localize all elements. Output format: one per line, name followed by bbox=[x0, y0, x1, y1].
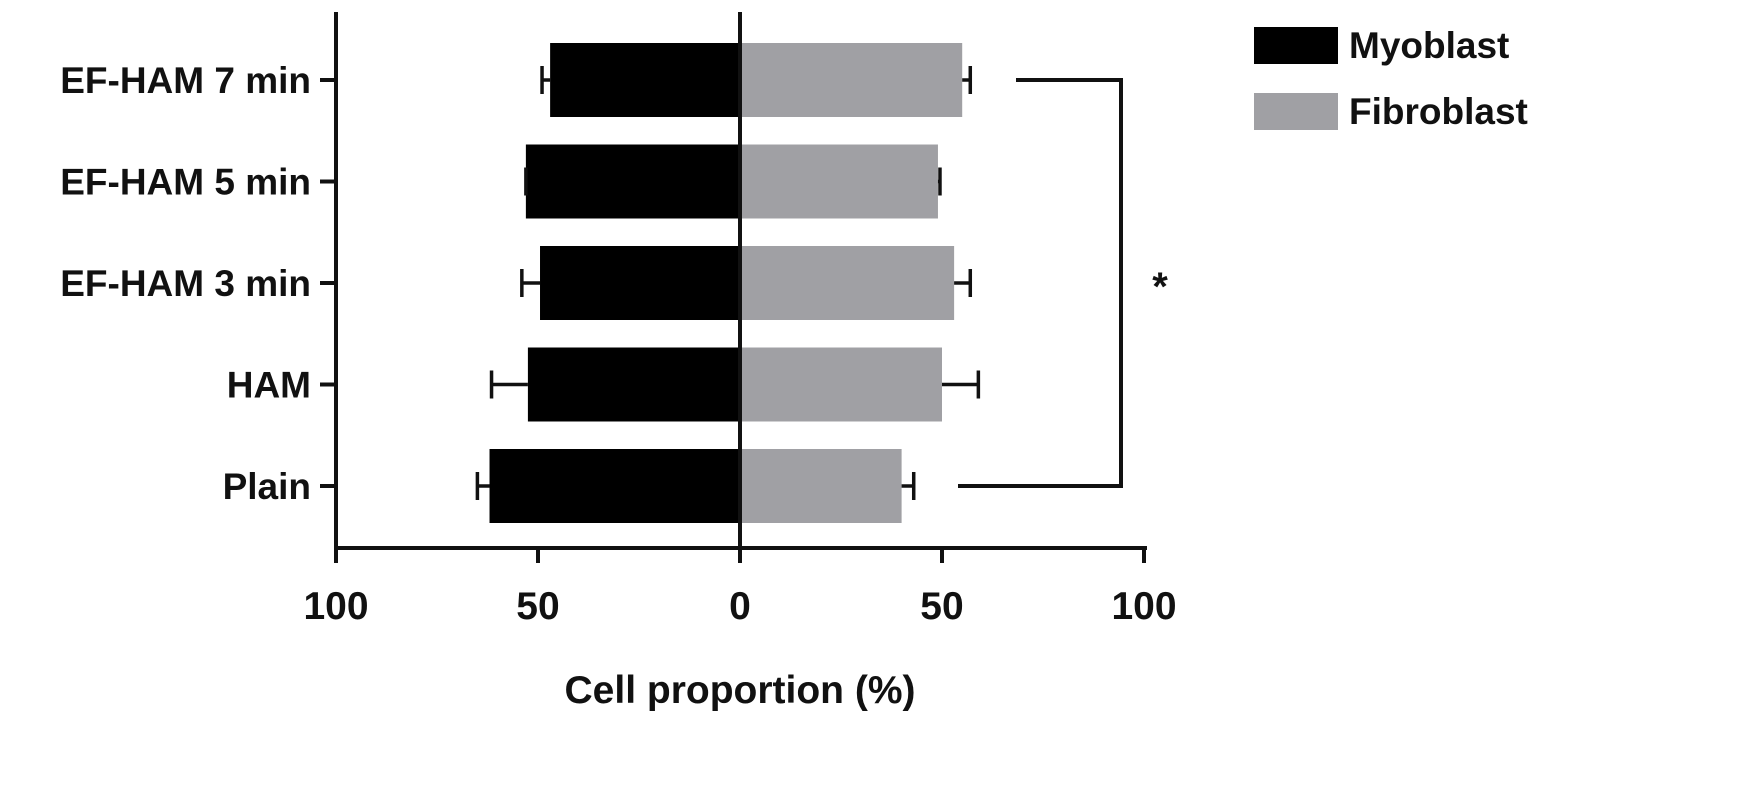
significance-star: * bbox=[1152, 265, 1168, 309]
y-tick-label-plain: Plain bbox=[223, 466, 311, 507]
ticks-layer: EF-HAM 7 min EF-HAM 5 min EF-HAM 3 min HAM P… bbox=[60, 60, 1176, 628]
bar-myoblast-ef-ham-3-min bbox=[540, 246, 740, 320]
bar-myoblast-plain bbox=[489, 449, 740, 523]
bar-myoblast-ef-ham-7-min bbox=[550, 43, 740, 117]
error-bars-layer bbox=[475, 66, 981, 500]
legend-label-fibroblast: Fibroblast bbox=[1349, 91, 1528, 132]
x-tick-label: 100 bbox=[1111, 585, 1176, 628]
axes-layer bbox=[334, 12, 1147, 550]
bar-myoblast-ef-ham-5-min bbox=[525, 144, 740, 219]
x-axis-label: Cell proportion (%) bbox=[565, 669, 916, 712]
significance-bracket: * bbox=[958, 78, 1168, 488]
x-tick-label: 0 bbox=[729, 585, 751, 628]
y-tick-label-ef-ham-7-min: EF-HAM 7 min bbox=[60, 60, 311, 101]
legend: Myoblast Fibroblast bbox=[1254, 25, 1528, 132]
bar-fibroblast-ham bbox=[740, 347, 942, 422]
x-tick-label: 100 bbox=[303, 585, 368, 628]
y-tick-label-ef-ham-3-min: EF-HAM 3 min bbox=[60, 263, 311, 304]
bar-fibroblast-plain bbox=[740, 449, 902, 523]
x-tick-label: 50 bbox=[516, 585, 559, 628]
x-tick-label: 50 bbox=[920, 585, 963, 628]
legend-swatch-myoblast bbox=[1254, 27, 1338, 64]
bars-layer bbox=[489, 43, 963, 523]
significance-bracket-line bbox=[958, 78, 1123, 488]
bar-fibroblast-ef-ham-3-min bbox=[740, 246, 955, 320]
bar-fibroblast-ef-ham-5-min bbox=[740, 144, 938, 219]
y-tick-label-ef-ham-5-min: EF-HAM 5 min bbox=[60, 162, 311, 203]
bar-fibroblast-ef-ham-7-min bbox=[740, 43, 963, 117]
legend-swatch-fibroblast bbox=[1254, 93, 1338, 130]
y-tick-label-ham: HAM bbox=[227, 365, 311, 406]
bar-myoblast-ham bbox=[527, 347, 740, 422]
legend-label-myoblast: Myoblast bbox=[1349, 25, 1509, 66]
